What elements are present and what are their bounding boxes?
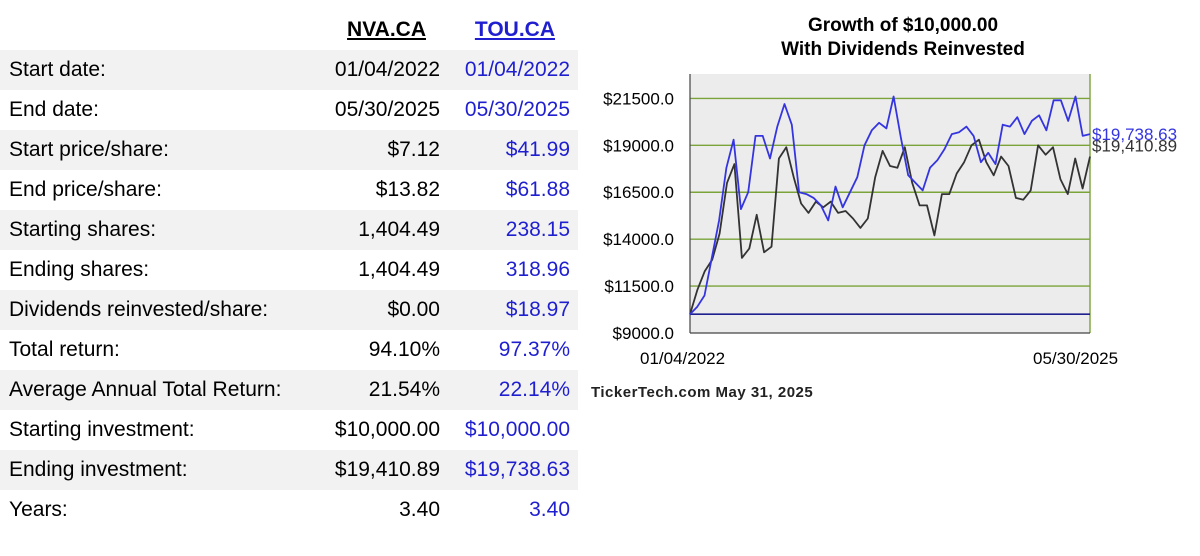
nva-value: $13.82	[375, 178, 440, 201]
row-label: Dividends reinvested/share:	[9, 298, 269, 321]
growth-chart: Growth of $10,000.00 With Dividends Reinv…	[578, 0, 1200, 556]
chart-title: With Dividends Reinvested	[781, 39, 1025, 60]
growth-chart-svg: Growth of $10,000.00 With Dividends Reinv…	[591, 15, 1177, 401]
nva-value: $0.00	[387, 298, 440, 321]
table-row: Average Annual Total Return: 21.54% 22.14%	[0, 370, 578, 410]
y-tick-label: $21500.0	[603, 89, 674, 108]
nva-value: 3.40	[399, 498, 440, 521]
plot-area	[690, 74, 1090, 333]
nva-value: $7.12	[387, 138, 440, 161]
row-label: Starting shares:	[9, 218, 157, 241]
table-row: Starting shares: 1,404.49 238.15	[0, 210, 578, 250]
chart-title: Growth of $10,000.00	[808, 15, 998, 36]
x-tick-label: 05/30/2025	[1033, 349, 1118, 368]
tou-value: 05/30/2025	[464, 98, 570, 121]
x-tick-label: 01/04/2022	[640, 349, 725, 368]
tou-value: $41.99	[505, 138, 570, 161]
tou-value: 01/04/2022	[464, 58, 570, 81]
table-row: Total return: 94.10% 97.37%	[0, 330, 578, 370]
end-value-label-nva: $19,410.89	[1092, 137, 1177, 156]
nva-value: 01/04/2022	[334, 58, 440, 81]
tou-value: 3.40	[529, 498, 570, 521]
table-row: Start price/share: $7.12 $41.99	[0, 130, 578, 170]
table-row: Dividends reinvested/share: $0.00 $18.97	[0, 290, 578, 330]
row-label: Start date:	[9, 58, 106, 81]
series-line-tou-ca	[689, 95, 1091, 315]
table-row: End price/share: $13.82 $61.88	[0, 170, 578, 210]
row-label: Total return:	[9, 338, 120, 361]
row-label: Years:	[9, 498, 68, 521]
tou-value: $18.97	[505, 298, 570, 321]
nva-value: 1,404.49	[358, 258, 440, 281]
y-tick-label: $19000.0	[603, 136, 674, 155]
table-row: Ending investment: $19,410.89 $19,738.63	[0, 450, 578, 490]
tou-value: $61.88	[505, 178, 570, 201]
nva-value: 05/30/2025	[334, 98, 440, 121]
nva-value: $10,000.00	[334, 418, 440, 441]
row-label: Average Annual Total Return:	[9, 378, 282, 401]
table-body: Start date: 01/04/2022 01/04/2022 End date:…	[0, 50, 578, 530]
ticker-link-tou[interactable]: TOU.CA	[474, 18, 555, 41]
table-row: End date: 05/30/2025 05/30/2025	[0, 90, 578, 130]
chart-footer: TickerTech.com May 31, 2025	[591, 384, 813, 401]
comparison-table: NVA.CA TOU.CA Start date: 01/04/2022 01/04…	[0, 8, 578, 530]
y-tick-label: $11500.0	[604, 277, 674, 296]
tou-value: 22.14%	[498, 378, 570, 401]
table-row: Starting investment: $10,000.00 $10,000.00	[0, 410, 578, 450]
table-header: NVA.CA TOU.CA	[0, 8, 578, 50]
nva-value: 1,404.49	[358, 218, 440, 241]
row-label: Starting investment:	[9, 418, 195, 441]
nva-value: 21.54%	[368, 378, 440, 401]
nva-value: 94.10%	[368, 338, 440, 361]
y-tick-label: $9000.0	[613, 324, 674, 343]
row-label: End date:	[9, 98, 99, 121]
table-row: Ending shares: 1,404.49 318.96	[0, 250, 578, 290]
tou-value: $10,000.00	[464, 418, 570, 441]
row-label: Ending investment:	[9, 458, 188, 481]
table-row: Years: 3.40 3.40	[0, 490, 578, 530]
series-line-nva-ca	[689, 138, 1091, 315]
y-tick-label: $14000.0	[603, 230, 674, 249]
tou-value: 318.96	[505, 258, 570, 281]
table-row: Start date: 01/04/2022 01/04/2022	[0, 50, 578, 90]
tou-value: $19,738.63	[464, 458, 570, 481]
row-label: End price/share:	[9, 178, 162, 201]
ticker-link-nva[interactable]: NVA.CA	[347, 18, 426, 41]
tou-value: 97.37%	[498, 338, 570, 361]
y-tick-label: $16500.0	[603, 183, 674, 202]
row-label: Start price/share:	[9, 138, 169, 161]
tou-value: 238.15	[505, 218, 570, 241]
row-label: Ending shares:	[9, 258, 150, 281]
end-value-label-tou: $19,738.63	[1092, 125, 1177, 144]
nva-value: $19,410.89	[334, 458, 440, 481]
